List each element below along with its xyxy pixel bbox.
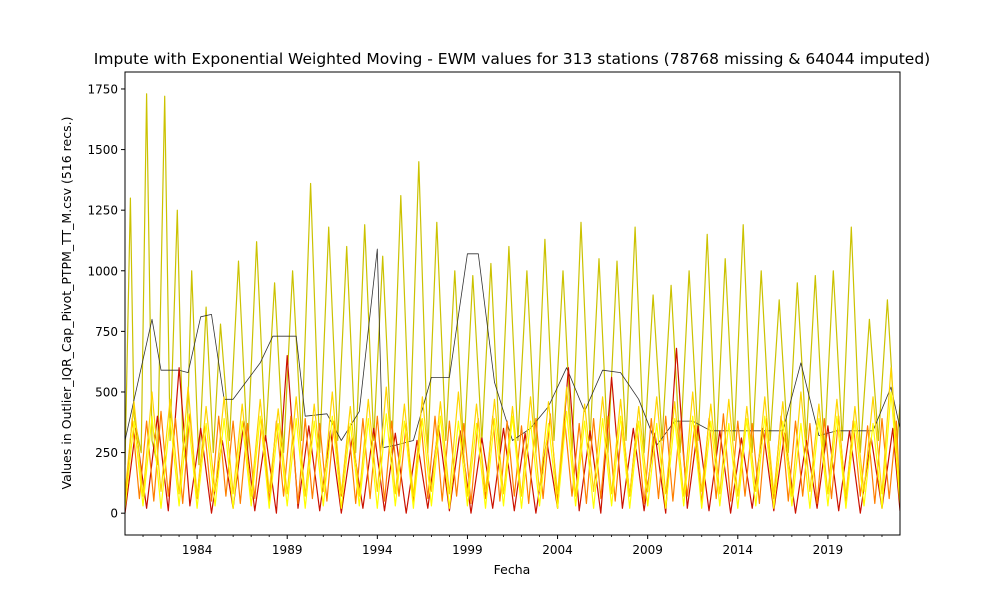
series-line-4	[125, 367, 900, 497]
x-tick-label: 2014	[723, 543, 754, 557]
x-tick-label: 1994	[362, 543, 393, 557]
y-tick-label: 250	[95, 446, 118, 460]
plot-frame	[124, 71, 901, 536]
series-layer	[125, 93, 900, 514]
plot-area	[124, 71, 901, 536]
x-tick-label: 1999	[452, 543, 483, 557]
series-line-0	[125, 93, 900, 466]
x-tick-label: 2009	[632, 543, 663, 557]
x-axis-label: Fecha	[494, 562, 531, 577]
y-tick-label: 1250	[87, 204, 118, 218]
plot-background	[125, 72, 900, 535]
y-tick-label: 500	[95, 385, 118, 399]
x-tick-label: 1984	[182, 543, 213, 557]
series-line-3	[125, 410, 900, 505]
chart-title: Impute with Exponential Weighted Moving …	[94, 50, 930, 68]
x-tick-label: 1989	[272, 543, 303, 557]
y-tick-label: 750	[95, 325, 118, 339]
series-line-5	[125, 391, 900, 509]
y-tick-label: 1500	[87, 143, 118, 157]
series-line-2	[125, 347, 900, 514]
y-tick-label: 1000	[87, 264, 118, 278]
y-axis-label: Values in Outlier_IQR_Cap_Pivot_PTPM_TT_…	[59, 117, 74, 490]
x-tick-label: 2004	[542, 543, 573, 557]
y-axis: 0 250 500 750 1000 1250 1500 1750	[87, 82, 125, 521]
y-tick-label: 0	[110, 507, 118, 521]
x-tick-label: 2019	[813, 543, 844, 557]
x-axis: 1984 1989 1994 1999 2004 2009 2014 2019	[142, 535, 883, 557]
y-tick-label: 1750	[87, 82, 118, 96]
